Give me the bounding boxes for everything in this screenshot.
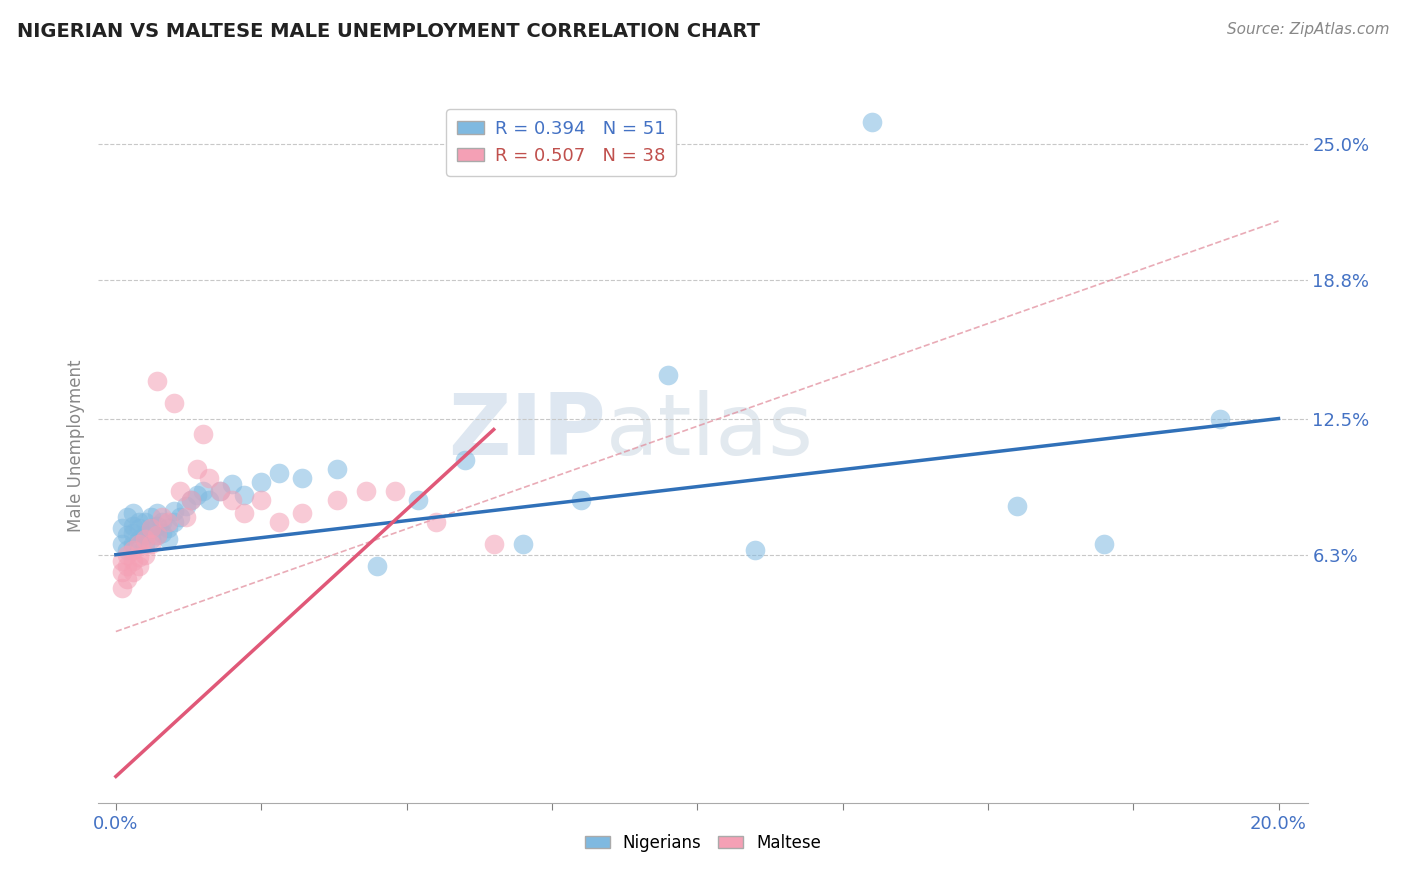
Point xyxy=(145,519,167,533)
Point xyxy=(232,488,254,502)
Point xyxy=(169,483,191,498)
Point xyxy=(122,525,145,540)
Point xyxy=(191,483,214,498)
Point xyxy=(139,521,162,535)
Point xyxy=(139,537,162,551)
Point xyxy=(163,515,186,529)
Point xyxy=(117,528,139,542)
Point xyxy=(174,500,197,514)
Point xyxy=(122,537,145,551)
Point xyxy=(744,543,766,558)
Point xyxy=(291,506,314,520)
Point xyxy=(512,537,534,551)
Point xyxy=(139,533,162,547)
Y-axis label: Male Unemployment: Male Unemployment xyxy=(66,359,84,533)
Point xyxy=(117,558,139,573)
Point xyxy=(134,548,156,562)
Point xyxy=(117,543,139,558)
Point xyxy=(134,533,156,547)
Point xyxy=(163,504,186,518)
Point xyxy=(1092,537,1115,551)
Point xyxy=(250,492,273,507)
Point xyxy=(128,549,150,564)
Text: Source: ZipAtlas.com: Source: ZipAtlas.com xyxy=(1226,22,1389,37)
Point xyxy=(139,521,162,535)
Point xyxy=(191,426,214,441)
Point xyxy=(122,519,145,533)
Point xyxy=(198,471,221,485)
Point xyxy=(482,537,505,551)
Point xyxy=(1005,500,1028,514)
Point xyxy=(232,506,254,520)
Point xyxy=(122,506,145,520)
Point xyxy=(128,515,150,529)
Point xyxy=(134,537,156,551)
Text: ZIP: ZIP xyxy=(449,390,606,474)
Point xyxy=(221,477,243,491)
Point xyxy=(267,515,290,529)
Point xyxy=(150,515,173,529)
Point xyxy=(406,492,429,507)
Point xyxy=(145,374,167,388)
Legend: Nigerians, Maltese: Nigerians, Maltese xyxy=(578,828,828,859)
Point xyxy=(117,572,139,586)
Point xyxy=(128,533,150,547)
Point xyxy=(111,537,134,551)
Point xyxy=(291,471,314,485)
Point xyxy=(157,533,180,547)
Point xyxy=(117,510,139,524)
Point xyxy=(145,506,167,520)
Point xyxy=(163,396,186,410)
Point xyxy=(111,521,134,535)
Point xyxy=(128,537,150,551)
Point xyxy=(657,368,679,382)
Point xyxy=(267,467,290,481)
Point xyxy=(145,528,167,542)
Point xyxy=(128,521,150,535)
Point xyxy=(122,566,145,580)
Point xyxy=(1209,411,1232,425)
Point xyxy=(122,554,145,568)
Point xyxy=(209,483,232,498)
Point xyxy=(111,581,134,595)
Point xyxy=(453,453,475,467)
Point xyxy=(157,515,180,529)
Point xyxy=(186,488,208,502)
Point xyxy=(111,566,134,580)
Point xyxy=(209,483,232,498)
Point xyxy=(425,515,447,529)
Point xyxy=(117,548,139,562)
Point xyxy=(180,492,202,507)
Point xyxy=(180,492,202,507)
Point xyxy=(186,462,208,476)
Point xyxy=(250,475,273,490)
Point xyxy=(174,510,197,524)
Point xyxy=(150,510,173,524)
Point xyxy=(145,528,167,542)
Text: NIGERIAN VS MALTESE MALE UNEMPLOYMENT CORRELATION CHART: NIGERIAN VS MALTESE MALE UNEMPLOYMENT CO… xyxy=(17,22,759,41)
Point xyxy=(169,510,191,524)
Point xyxy=(134,515,156,529)
Point xyxy=(111,554,134,568)
Point xyxy=(134,528,156,542)
Point xyxy=(860,115,883,129)
Point xyxy=(150,525,173,540)
Point xyxy=(128,558,150,573)
Text: atlas: atlas xyxy=(606,390,814,474)
Point xyxy=(569,492,592,507)
Point xyxy=(354,483,377,498)
Point xyxy=(198,492,221,507)
Point xyxy=(139,510,162,524)
Point xyxy=(157,521,180,535)
Point xyxy=(221,492,243,507)
Point xyxy=(122,543,145,558)
Point xyxy=(384,483,406,498)
Point xyxy=(326,492,349,507)
Point xyxy=(326,462,349,476)
Point xyxy=(366,558,388,573)
